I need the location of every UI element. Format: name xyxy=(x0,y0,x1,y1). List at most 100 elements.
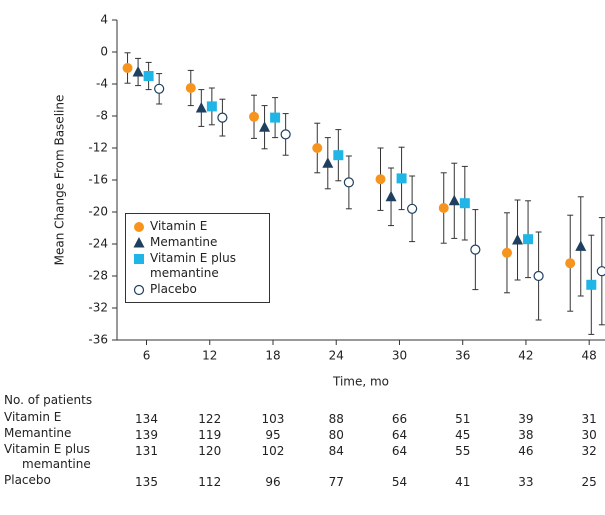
point xyxy=(185,83,196,93)
point xyxy=(459,198,470,209)
patient-count: 135 xyxy=(135,475,158,489)
row-label: Memantine xyxy=(4,426,72,440)
patient-count: 80 xyxy=(328,428,344,442)
patient-count: 88 xyxy=(328,412,344,426)
legend-marker xyxy=(133,284,145,296)
patient-count: 38 xyxy=(518,428,534,442)
point xyxy=(133,237,145,248)
legend-label: Memantine xyxy=(150,235,218,249)
row-label: Vitamin E xyxy=(4,410,62,424)
point xyxy=(448,194,460,206)
y-tick-label: -24 xyxy=(88,237,108,251)
point xyxy=(122,63,133,73)
x-tick-label: 18 xyxy=(265,349,280,363)
patient-count: 84 xyxy=(328,444,344,458)
patient-count: 31 xyxy=(581,412,597,426)
y-axis-label: Mean Change From Baseline xyxy=(53,95,67,266)
point xyxy=(134,222,144,232)
x-tick-label: 42 xyxy=(518,349,533,363)
point xyxy=(375,174,386,185)
point xyxy=(586,279,597,290)
table-title: No. of patients xyxy=(4,393,93,407)
legend-marker xyxy=(134,222,144,232)
legend-marker xyxy=(133,237,145,248)
point xyxy=(333,150,344,161)
y-tick-label: -16 xyxy=(88,173,108,187)
patient-count: 45 xyxy=(455,428,471,442)
patient-count: 54 xyxy=(391,475,408,489)
point xyxy=(470,244,481,255)
point xyxy=(596,266,605,277)
x-tick-label: 6 xyxy=(143,349,151,363)
patient-count: 32 xyxy=(581,444,597,458)
point xyxy=(575,240,587,251)
patient-count: 66 xyxy=(391,412,408,426)
point xyxy=(280,129,291,140)
point xyxy=(270,112,281,123)
y-tick-label: -28 xyxy=(88,269,108,283)
legend-marker xyxy=(134,254,144,264)
point xyxy=(134,254,144,264)
patient-count: 122 xyxy=(198,412,222,426)
point xyxy=(259,121,271,132)
patient-count: 33 xyxy=(518,475,534,489)
x-tick-label: 12 xyxy=(202,349,217,363)
patient-count: 39 xyxy=(518,412,534,426)
point xyxy=(217,112,228,123)
patient-count: 64 xyxy=(391,428,408,442)
point xyxy=(143,71,154,81)
legend-label: Vitamin E xyxy=(150,219,208,233)
point xyxy=(154,83,165,94)
y-tick-label: -4 xyxy=(96,77,108,91)
y-tick-label: 0 xyxy=(100,45,108,59)
point xyxy=(195,102,207,113)
x-tick-label: 36 xyxy=(455,349,470,363)
point xyxy=(523,234,534,245)
y-tick-label: -12 xyxy=(88,141,108,155)
point xyxy=(132,66,144,77)
y-tick-label: -8 xyxy=(96,109,108,123)
patient-count: 41 xyxy=(455,475,471,489)
patient-count: 25 xyxy=(581,475,597,489)
legend: Vitamin E Memantine Vitamin E plus memanti… xyxy=(125,213,270,303)
patient-count: 30 xyxy=(581,428,597,442)
patient-count: 96 xyxy=(265,475,281,489)
patient-count: 131 xyxy=(135,444,158,458)
patient-count: 77 xyxy=(328,475,344,489)
point xyxy=(501,247,512,258)
patient-count: 112 xyxy=(198,475,222,489)
x-tick-label: 24 xyxy=(329,349,344,363)
y-tick-label: -36 xyxy=(88,333,108,347)
legend-item: Vitamin E plus memantine xyxy=(126,251,269,281)
legend-item: Memantine xyxy=(126,235,269,250)
y-tick-label: 4 xyxy=(100,13,108,27)
patient-count: 119 xyxy=(198,428,222,442)
legend-item: Placebo xyxy=(126,282,269,297)
patient-count: 139 xyxy=(135,428,158,442)
patient-count: 64 xyxy=(391,444,408,458)
point xyxy=(312,143,323,153)
patient-count: 103 xyxy=(261,412,285,426)
y-tick-label: -32 xyxy=(88,301,108,315)
x-tick-label: 48 xyxy=(582,349,597,363)
point xyxy=(533,270,544,282)
x-axis-label: Time, mo xyxy=(332,375,389,389)
point xyxy=(343,177,354,188)
point xyxy=(133,284,145,296)
point xyxy=(385,190,397,202)
patient-count: 51 xyxy=(455,412,471,426)
point xyxy=(322,157,334,168)
legend-item: Vitamin E xyxy=(126,219,269,234)
patient-count: 95 xyxy=(265,428,281,442)
legend-label: Vitamin E plus memantine xyxy=(150,251,236,280)
row-label: Vitamin E plus memantine xyxy=(4,442,91,471)
point xyxy=(407,203,418,214)
row-label: Placebo xyxy=(4,473,51,487)
patient-count: 102 xyxy=(261,444,285,458)
point xyxy=(396,173,407,184)
legend-label: Placebo xyxy=(150,282,197,296)
point xyxy=(565,258,576,269)
point xyxy=(206,101,217,112)
